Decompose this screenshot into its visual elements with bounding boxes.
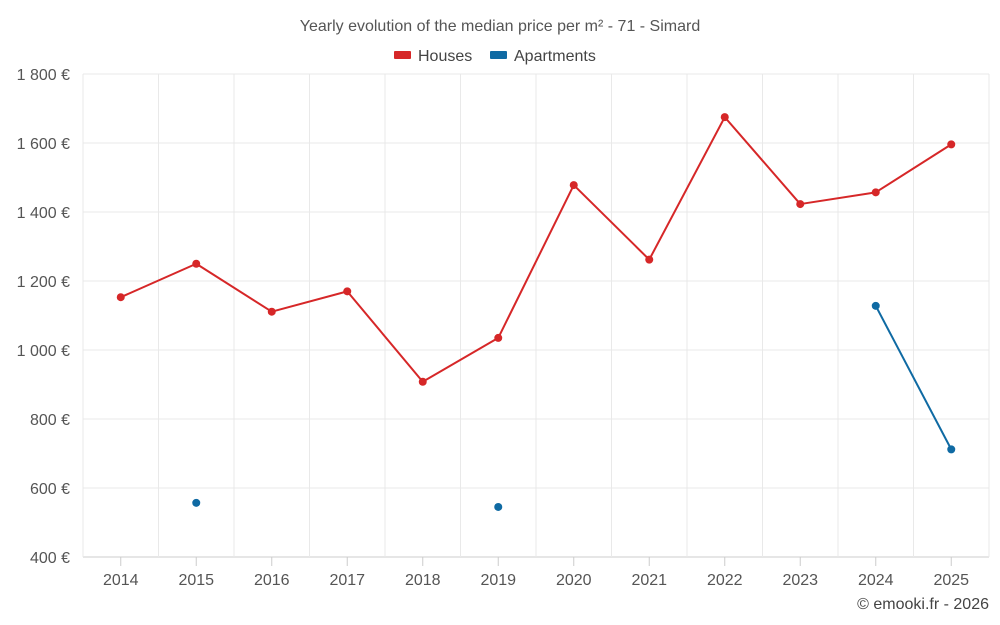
x-tick-label: 2017 bbox=[329, 572, 365, 589]
data-point-houses-2016[interactable] bbox=[267, 307, 276, 316]
data-point-houses-2014[interactable] bbox=[116, 293, 125, 302]
credit-text: © emooki.fr - 2026 bbox=[857, 596, 989, 613]
data-point-houses-2023[interactable] bbox=[796, 200, 805, 209]
data-point-houses-2022[interactable] bbox=[720, 113, 729, 122]
data-point-apartments-2019[interactable] bbox=[494, 502, 503, 511]
x-tick-label: 2018 bbox=[405, 572, 441, 589]
y-axis: 400 € 600 € 800 € 1 000 € 1 200 € 1 400 € 1 60… bbox=[17, 67, 70, 567]
series-apartments bbox=[192, 301, 956, 511]
x-tick-label: 2024 bbox=[858, 572, 894, 589]
data-point-houses-2018[interactable] bbox=[418, 377, 427, 386]
x-tick-label: 2022 bbox=[707, 572, 743, 589]
x-tick-label: 2015 bbox=[178, 572, 214, 589]
y-tick-label: 1 600 € bbox=[17, 136, 70, 153]
legend-label-houses: Houses bbox=[418, 48, 472, 65]
data-point-houses-2024[interactable] bbox=[871, 188, 880, 197]
data-point-apartments-2015[interactable] bbox=[192, 498, 201, 507]
data-point-houses-2021[interactable] bbox=[645, 255, 654, 264]
x-tick-label: 2019 bbox=[480, 572, 516, 589]
x-tick-label: 2016 bbox=[254, 572, 290, 589]
series-line-houses bbox=[120, 116, 952, 383]
legend-item-apartments[interactable]: Apartments bbox=[490, 48, 596, 65]
chart-legend: Houses Apartments bbox=[394, 48, 596, 65]
legend-swatch-houses bbox=[394, 51, 411, 59]
x-tick-label: 2021 bbox=[631, 572, 667, 589]
data-point-apartments-2024[interactable] bbox=[871, 301, 880, 310]
series-line-apartments bbox=[874, 305, 953, 450]
data-point-houses-2025[interactable] bbox=[947, 140, 956, 149]
legend-swatch-apartments bbox=[490, 51, 507, 59]
x-tick-label: 2020 bbox=[556, 572, 592, 589]
y-tick-label: 1 200 € bbox=[17, 274, 70, 291]
legend-item-houses[interactable]: Houses bbox=[394, 48, 472, 65]
series-houses bbox=[116, 113, 956, 386]
chart-grid bbox=[82, 73, 990, 558]
y-tick-label: 400 € bbox=[30, 550, 70, 567]
data-point-houses-2017[interactable] bbox=[343, 287, 352, 296]
legend-label-apartments: Apartments bbox=[514, 48, 596, 65]
chart-title: Yearly evolution of the median price per… bbox=[300, 18, 700, 35]
data-point-houses-2015[interactable] bbox=[192, 259, 201, 268]
x-tick-label: 2023 bbox=[782, 572, 818, 589]
y-tick-label: 1 400 € bbox=[17, 205, 70, 222]
y-tick-label: 1 000 € bbox=[17, 343, 70, 360]
y-tick-label: 800 € bbox=[30, 412, 70, 429]
data-point-houses-2020[interactable] bbox=[569, 181, 578, 190]
y-tick-label: 1 800 € bbox=[17, 67, 70, 84]
x-tick-label: 2014 bbox=[103, 572, 139, 589]
x-axis: 2014 2015 2016 2017 2018 2019 2020 2021 2022 2023… bbox=[103, 557, 969, 589]
data-point-apartments-2025[interactable] bbox=[947, 445, 956, 454]
x-tick-label: 2025 bbox=[933, 572, 969, 589]
data-point-houses-2019[interactable] bbox=[494, 333, 503, 342]
y-tick-label: 600 € bbox=[30, 481, 70, 498]
chart-series bbox=[116, 113, 956, 511]
